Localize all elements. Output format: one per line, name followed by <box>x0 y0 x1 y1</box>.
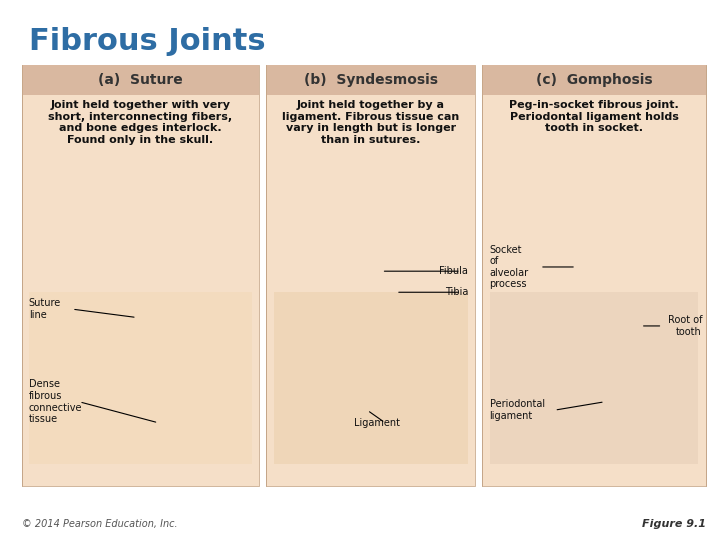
FancyBboxPatch shape <box>274 292 468 464</box>
FancyBboxPatch shape <box>482 65 706 94</box>
FancyBboxPatch shape <box>266 65 475 486</box>
Text: Tibia: Tibia <box>445 287 468 297</box>
Text: Figure 9.1: Figure 9.1 <box>642 519 706 529</box>
Text: Suture
line: Suture line <box>29 298 61 320</box>
Text: Ligament: Ligament <box>354 418 400 428</box>
Text: Peg-in-socket fibrous joint.
Periodontal ligament holds
tooth in socket.: Peg-in-socket fibrous joint. Periodontal… <box>509 100 679 133</box>
FancyBboxPatch shape <box>490 292 698 464</box>
Text: Fibrous Joints: Fibrous Joints <box>29 27 266 56</box>
Text: Dense
fibrous
connective
tissue: Dense fibrous connective tissue <box>29 380 82 424</box>
Text: © 2014 Pearson Education, Inc.: © 2014 Pearson Education, Inc. <box>22 519 177 529</box>
Text: Socket
of
alveolar
process: Socket of alveolar process <box>490 245 528 289</box>
FancyBboxPatch shape <box>266 65 475 94</box>
Text: Periodontal
ligament: Periodontal ligament <box>490 400 545 421</box>
FancyBboxPatch shape <box>29 292 252 464</box>
Text: (b)  Syndesmosis: (b) Syndesmosis <box>304 73 438 86</box>
FancyBboxPatch shape <box>482 65 706 486</box>
FancyBboxPatch shape <box>22 65 259 486</box>
FancyBboxPatch shape <box>22 65 259 94</box>
Text: (a)  Suture: (a) Suture <box>98 73 183 86</box>
Text: Root of
tooth: Root of tooth <box>667 315 702 337</box>
Text: Fibula: Fibula <box>439 266 468 276</box>
Text: (c)  Gomphosis: (c) Gomphosis <box>536 73 652 86</box>
Text: Joint held together with very
short, interconnecting fibers,
and bone edges inte: Joint held together with very short, int… <box>48 100 233 145</box>
Text: Joint held together by a
ligament. Fibrous tissue can
vary in length but is long: Joint held together by a ligament. Fibro… <box>282 100 459 145</box>
